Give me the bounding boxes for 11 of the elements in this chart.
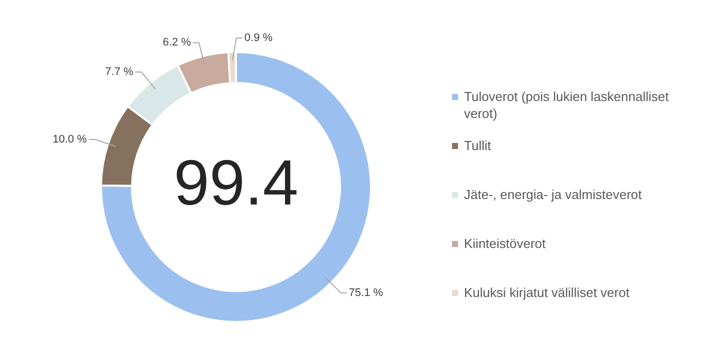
legend-label: Kuluksi kirjatut välilliset verot xyxy=(464,284,630,301)
legend-label: Jäte-, energia- ja valmisteverot xyxy=(464,186,642,203)
data-label: 10.0 % xyxy=(52,133,88,146)
data-label: 7.7 % xyxy=(105,66,134,78)
data-label: 6.2 % xyxy=(162,36,192,49)
text: 99.4 xyxy=(174,146,298,219)
legend-label: Tullit xyxy=(464,137,491,154)
data-label: 0.9 % xyxy=(244,32,273,44)
legend-label: Kiinteistöverot xyxy=(464,235,546,252)
data-label: 75.1 % xyxy=(348,286,384,299)
legend-label: Tuloverot (pois lukien laskennalliset verot) xyxy=(464,88,670,122)
